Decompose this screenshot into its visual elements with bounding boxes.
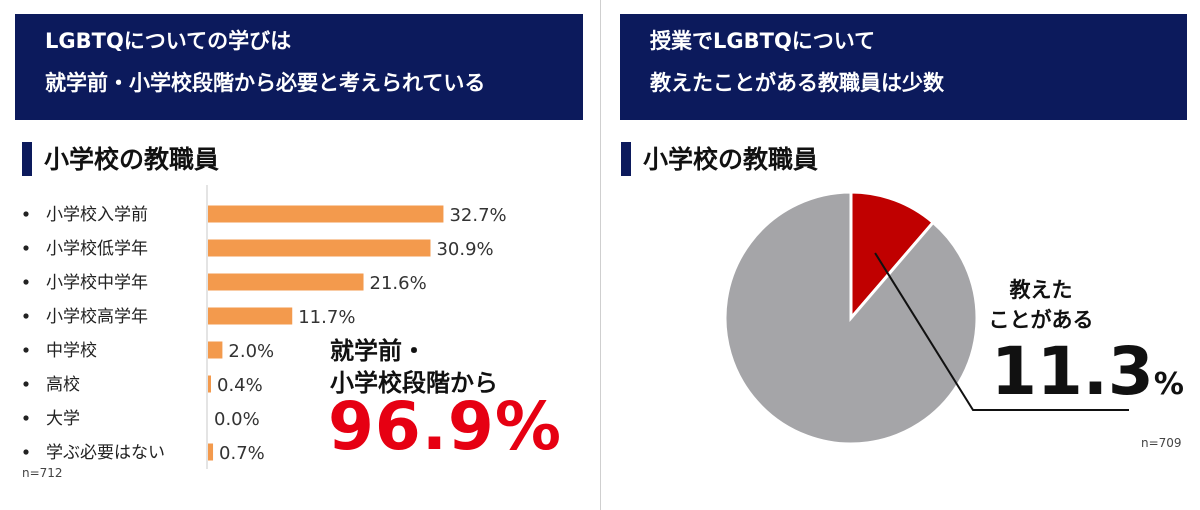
- right-banner: 授業でLGBTQについて 教えたことがある教職員は少数: [620, 14, 1187, 120]
- category-bullet: [23, 415, 29, 421]
- category-bullet: [23, 347, 29, 353]
- right-banner-line-1: 授業でLGBTQについて: [650, 29, 876, 53]
- left-sample-size: n=712: [22, 466, 63, 480]
- title-marker: [22, 142, 32, 176]
- panel-divider: [600, 0, 601, 510]
- pie-big-value: 11.3: [991, 333, 1154, 410]
- left-panel: LGBTQについての学びは 就学前・小学校段階から必要と考えられている 小学校の…: [15, 14, 583, 480]
- bar: [208, 205, 444, 223]
- category-bullet: [23, 279, 29, 285]
- bar: [208, 443, 214, 461]
- category-bullet: [23, 381, 29, 387]
- pie-slice: [849, 190, 936, 323]
- category-label: 小学校高学年: [46, 307, 148, 327]
- category-label: 小学校入学前: [46, 205, 148, 225]
- pie-slice: [723, 190, 979, 446]
- category-label: 学ぶ必要はない: [46, 443, 165, 463]
- bar: [208, 307, 293, 325]
- category-label: 小学校中学年: [46, 273, 148, 293]
- value-label: 2.0%: [228, 341, 274, 362]
- left-callout-big-number: 96.9%: [328, 388, 562, 465]
- pie-big-unit: %: [1153, 367, 1184, 402]
- value-label: 0.0%: [214, 409, 260, 430]
- value-label: 0.7%: [219, 443, 265, 464]
- pie-callout-line-2: ことがある: [988, 308, 1094, 332]
- right-section-title-text: 小学校の教職員: [643, 145, 819, 174]
- left-callout-line-2: 小学校段階から: [330, 369, 498, 397]
- pie-callout-caption: 教えた ことがある: [976, 275, 1106, 335]
- title-marker: [621, 142, 631, 176]
- value-label: 30.9%: [436, 239, 493, 260]
- bar: [208, 375, 211, 393]
- right-panel: 授業でLGBTQについて 教えたことがある教職員は少数 小学校の教職員 教えた …: [601, 0, 1200, 510]
- category-bullet: [23, 211, 29, 217]
- left-callout-text: 就学前・ 小学校段階から: [330, 335, 498, 399]
- bar: [208, 239, 431, 257]
- right-sample-size: n=709: [1141, 436, 1182, 450]
- pie-leader-line: [874, 252, 1129, 411]
- category-label: 小学校低学年: [46, 239, 148, 259]
- left-section-title-text: 小学校の教職員: [44, 145, 220, 174]
- category-label: 中学校: [46, 341, 97, 361]
- value-label: 11.7%: [298, 307, 355, 328]
- right-banner-line-2: 教えたことがある教職員は少数: [650, 71, 944, 95]
- value-label: 32.7%: [449, 205, 506, 226]
- bar: [208, 341, 223, 359]
- category-bullet: [23, 313, 29, 319]
- right-section-title: 小学校の教職員: [621, 140, 818, 180]
- left-banner-line-2: 就学前・小学校段階から必要と考えられている: [45, 71, 486, 95]
- pie-callout-big-number: 11.3%: [991, 335, 1184, 422]
- value-label: 21.6%: [370, 273, 427, 294]
- category-bullet: [23, 245, 29, 251]
- bar-chart: 小学校入学前 32.7% 小学校低学年 30.9% 小学校中学年 21.6% 小学校高学年 1…: [23, 185, 507, 469]
- left-section-title: 小学校の教職員: [22, 140, 219, 180]
- pie-chart: [723, 190, 1129, 446]
- category-label: 高校: [46, 375, 80, 395]
- left-banner: LGBTQについての学びは 就学前・小学校段階から必要と考えられている: [15, 14, 583, 120]
- left-banner-line-1: LGBTQについての学びは: [45, 29, 292, 53]
- bar: [208, 273, 364, 291]
- category-bullet: [23, 449, 29, 455]
- pie-callout-line-1: 教えた: [1009, 278, 1073, 302]
- left-callout-line-1: 就学前・: [330, 337, 426, 365]
- category-label: 大学: [46, 409, 80, 429]
- value-label: 0.4%: [217, 375, 263, 396]
